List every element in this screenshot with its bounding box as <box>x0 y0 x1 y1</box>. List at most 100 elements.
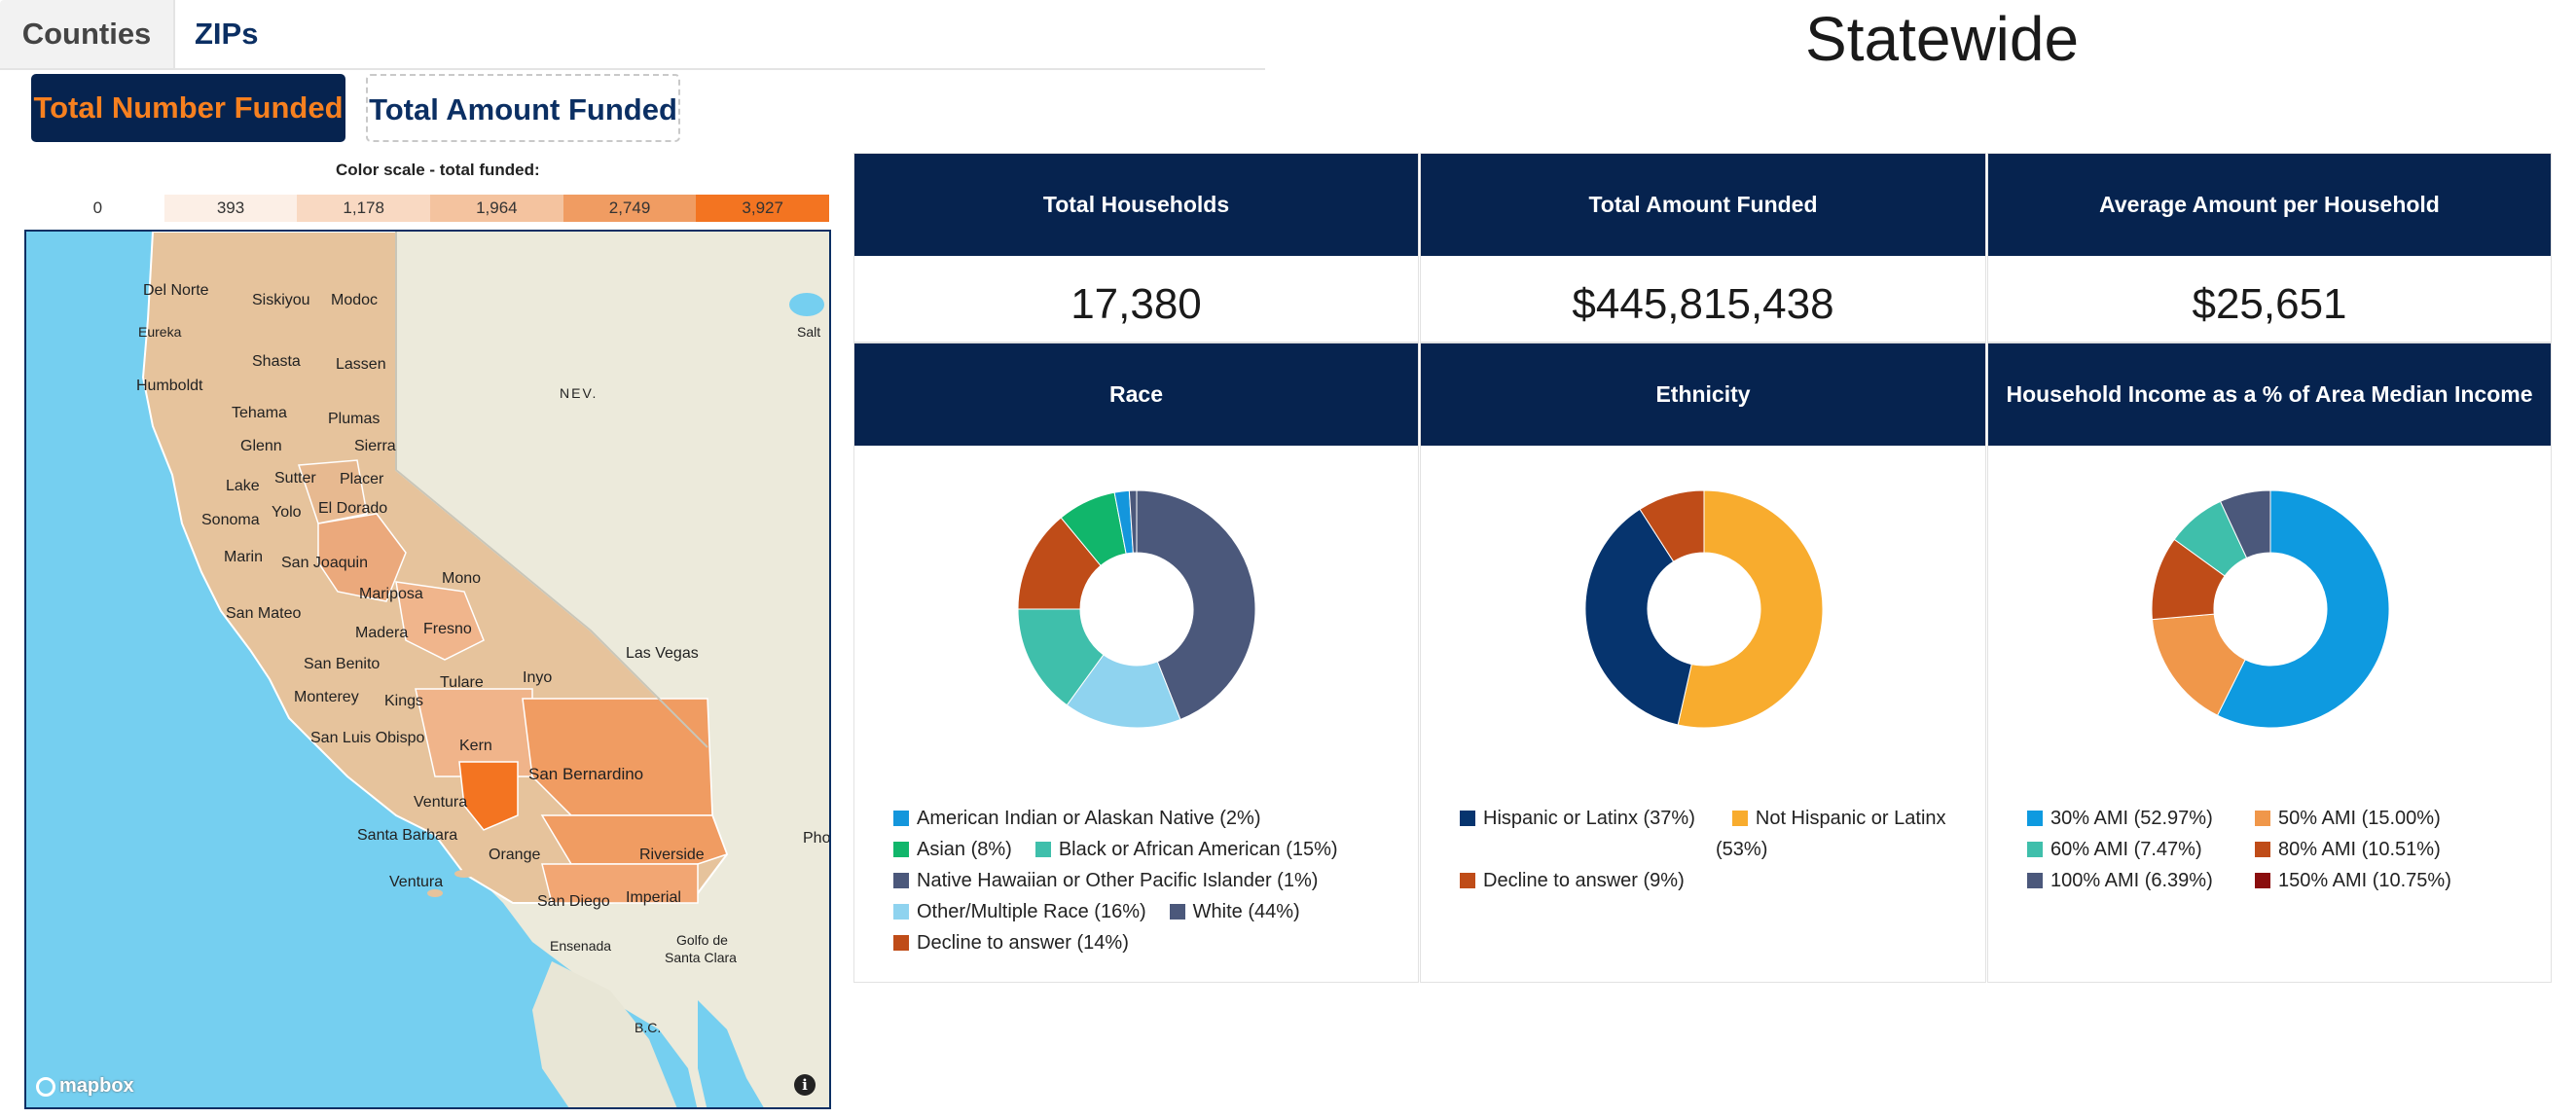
legend-item[interactable]: Native Hawaiian or Other Pacific Islande… <box>893 865 1318 896</box>
map-label-san-bernardino: San Bernardino <box>528 765 644 783</box>
stat-card-average-amount: Average Amount per Household $25,651 <box>1987 153 2552 343</box>
tab-counties[interactable]: Counties <box>0 0 175 68</box>
legend-swatch <box>893 935 909 951</box>
race-legend: American Indian or Alaskan Native (2%) A… <box>893 803 1361 958</box>
legend-item[interactable]: 150% AMI (10.75%) <box>2255 865 2451 896</box>
map-label-yolo: Yolo <box>272 504 302 521</box>
mapbox-logo[interactable]: mapbox <box>36 1075 134 1098</box>
map-label-sutter: Sutter <box>274 470 316 487</box>
donut-slice-100-ami[interactable] <box>2219 489 2271 559</box>
map-label-santa-clara: Santa Clara <box>665 950 737 965</box>
tab-zips[interactable]: ZIPs <box>195 17 259 51</box>
legend-swatch <box>1169 904 1185 920</box>
legend-item[interactable]: Asian (8%) <box>893 834 1012 865</box>
legend-label: 30% AMI (52.97%) <box>2050 808 2213 829</box>
scale-step: 393 <box>163 195 298 222</box>
info-icon[interactable]: i <box>794 1074 816 1096</box>
map-label-del-norte: Del Norte <box>143 282 209 299</box>
mapbox-attribution: mapbox <box>59 1075 134 1097</box>
donut-slice-not-hispanic-or-latinx[interactable] <box>1677 489 1824 729</box>
legend-item[interactable]: 50% AMI (15.00%) <box>2255 803 2441 834</box>
card-title: Ethnicity <box>1421 343 1985 446</box>
total-amount-funded-button[interactable]: Total Amount Funded <box>366 74 680 142</box>
donut-slice-decline-to-answer[interactable] <box>1639 489 1705 562</box>
map-label-sonoma: Sonoma <box>201 512 260 528</box>
map-label-lassen: Lassen <box>336 356 386 373</box>
donut-slice-30-ami[interactable] <box>2216 489 2390 729</box>
stat-value: $25,651 <box>2192 280 2347 328</box>
legend-item[interactable]: 30% AMI (52.97%) <box>2027 803 2231 834</box>
ethnicity-donut-chart[interactable] <box>1582 487 1826 731</box>
legend-label: White (44%) <box>1192 901 1300 922</box>
legend-item[interactable]: 100% AMI (6.39%) <box>2027 865 2231 896</box>
stat-label: Total Households <box>854 154 1418 256</box>
view-tabs: Counties ZIPs <box>0 0 1265 70</box>
map-label-eureka: Eureka <box>138 324 182 340</box>
card-title: Household Income as a % of Area Median I… <box>1988 343 2551 446</box>
legend-item[interactable]: Other/Multiple Race (16%) <box>893 896 1146 927</box>
map-label-golfo: Golfo de <box>676 932 728 948</box>
map-label-mono: Mono <box>442 570 482 587</box>
legend-swatch <box>1460 873 1475 888</box>
legend-label: Decline to answer (14%) <box>917 932 1129 954</box>
legend-label: 80% AMI (10.51%) <box>2278 839 2441 860</box>
choropleth-map[interactable]: Del Norte Siskiyou Modoc Eureka Shasta L… <box>24 230 831 1109</box>
legend-item[interactable]: Decline to answer (9%) <box>1460 865 1685 896</box>
map-label-bc: B.C. <box>635 1020 662 1035</box>
legend-swatch <box>2027 811 2043 826</box>
stat-card-total-amount-funded: Total Amount Funded $445,815,438 <box>1420 153 1986 343</box>
map-label-fresno: Fresno <box>423 621 472 637</box>
donut-slice-native-hawaiian-or-other-pacific-islander[interactable] <box>1128 489 1138 554</box>
legend-item[interactable]: 60% AMI (7.47%) <box>2027 834 2231 865</box>
page-title: Statewide <box>1805 4 2080 74</box>
legend-item[interactable]: Not Hispanic or Latinx <box>1731 803 1946 834</box>
map-canvas[interactable] <box>26 232 831 1109</box>
stat-card-total-households: Total Households 17,380 <box>853 153 1419 343</box>
legend-label: Not Hispanic or Latinx <box>1755 808 1946 829</box>
race-donut-chart[interactable] <box>1015 487 1258 731</box>
color-scale-title: Color scale - total funded: <box>336 161 540 179</box>
income-donut-chart[interactable] <box>2149 487 2392 731</box>
scale-step: 3,927 <box>696 195 830 222</box>
total-number-funded-button[interactable]: Total Number Funded <box>31 74 345 142</box>
legend-label: Black or African American (15%) <box>1058 839 1338 860</box>
map-label-nev: NEV. <box>560 385 599 401</box>
card-title: Race <box>854 343 1418 446</box>
legend-item[interactable]: Hispanic or Latinx (37%) <box>1460 803 1695 834</box>
map-label-modoc: Modoc <box>331 292 379 308</box>
legend-item[interactable]: American Indian or Alaskan Native (2%) <box>893 803 1261 834</box>
ethnicity-card: Ethnicity Hispanic or Latinx (37%) Not Hi… <box>1420 343 1986 983</box>
legend-label: American Indian or Alaskan Native (2%) <box>917 808 1261 829</box>
map-label-inyo: Inyo <box>523 669 553 686</box>
donut-slice-white[interactable] <box>1136 489 1256 721</box>
scale-step: 1,178 <box>297 195 431 222</box>
map-label-kings: Kings <box>384 693 424 709</box>
map-label-tulare: Tulare <box>440 674 484 691</box>
map-label-plumas: Plumas <box>328 411 381 427</box>
legend-item[interactable]: Decline to answer (14%) <box>893 927 1129 958</box>
map-label-el-dorado: El Dorado <box>318 500 388 517</box>
legend-swatch <box>893 873 909 888</box>
legend-label: 100% AMI (6.39%) <box>2050 870 2213 891</box>
legend-label: Asian (8%) <box>917 839 1012 860</box>
legend-item[interactable]: 80% AMI (10.51%) <box>2255 834 2441 865</box>
color-scale: 0 393 1,178 1,964 2,749 3,927 <box>31 195 830 222</box>
legend-label: 150% AMI (10.75%) <box>2278 870 2451 891</box>
map-label-shasta: Shasta <box>252 353 301 370</box>
map-label-kern: Kern <box>459 738 492 754</box>
stat-label: Total Amount Funded <box>1421 154 1985 256</box>
legend-item[interactable]: Black or African American (15%) <box>1034 834 1338 865</box>
legend-label: Hispanic or Latinx (37%) <box>1483 808 1695 829</box>
map-label-lake: Lake <box>226 478 260 494</box>
map-label-orange: Orange <box>489 847 541 863</box>
mapbox-icon <box>36 1076 55 1097</box>
legend-swatch <box>893 842 909 857</box>
legend-swatch <box>2255 873 2270 888</box>
map-label-mariposa: Mariposa <box>359 586 423 602</box>
map-label-san-luis-obispo: San Luis Obispo <box>310 730 425 746</box>
legend-label: Other/Multiple Race (16%) <box>917 901 1146 922</box>
legend-item[interactable]: White (44%) <box>1169 896 1300 927</box>
legend-swatch <box>2255 842 2270 857</box>
legend-swatch <box>893 811 909 826</box>
donut-slice-hispanic-or-latinx[interactable] <box>1584 508 1692 726</box>
